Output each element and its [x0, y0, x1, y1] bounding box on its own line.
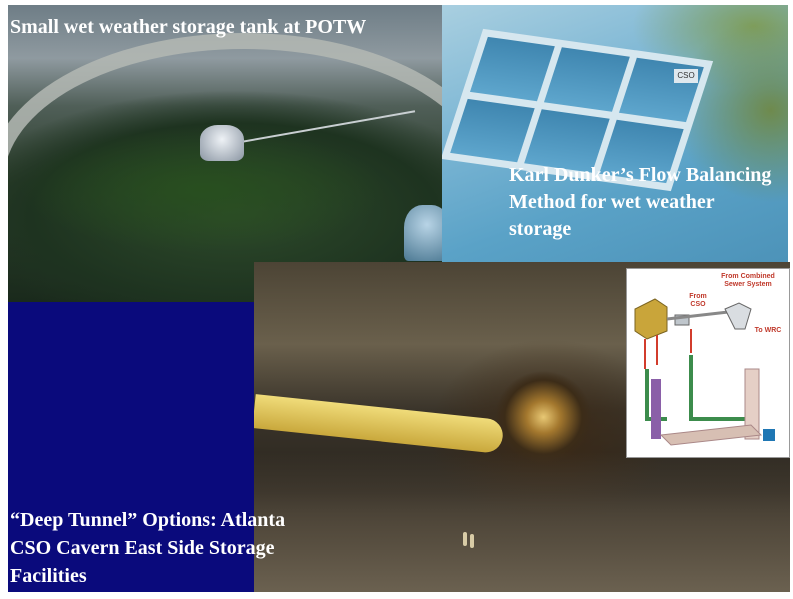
- cell: [470, 36, 556, 101]
- cell: [450, 98, 536, 163]
- blue-text-panel: [8, 302, 254, 592]
- purple-shaft: [651, 379, 661, 439]
- tunnel-segment: [659, 424, 763, 446]
- from-cso-label: From CSO: [689, 293, 707, 308]
- diagram-drawing: [634, 298, 775, 446]
- tunnel-caption: “Deep Tunnel” Options: Atlanta CSO Caver…: [10, 509, 286, 587]
- cso-label: CSO: [674, 69, 698, 83]
- tunnel-photo: [254, 262, 790, 592]
- tank-valve: [404, 205, 442, 261]
- to-wrc-label: To WRC: [754, 327, 782, 334]
- green-pipe: [689, 355, 747, 421]
- storage-tank-photo: Small wet weather storage tank at POTW: [8, 5, 442, 302]
- blue-outlet: [763, 429, 775, 441]
- from-combined-sewer-label: From Combined Sewer System: [721, 273, 775, 288]
- cell: [544, 47, 630, 112]
- connector-pipe: [666, 309, 738, 321]
- drop-shaft-top: [724, 302, 752, 330]
- tunnel-shaft: [744, 368, 760, 440]
- tunnel-floor: [254, 452, 790, 592]
- junction-box: [674, 314, 690, 326]
- cell: [618, 57, 704, 122]
- storage-diagram: From CSO From Combined Sewer System To W…: [626, 268, 790, 458]
- tank-mixer: [200, 125, 244, 161]
- worker-figure: [470, 534, 474, 548]
- flow-balancing-image: CSO Karl Dunker’s Flow Balancing Method …: [442, 5, 788, 268]
- yellow-duct: [254, 394, 505, 455]
- flow-caption: Karl Dunker’s Flow Balancing Method for …: [509, 164, 772, 240]
- worker-figure: [463, 532, 467, 546]
- cso-structure: [634, 298, 668, 340]
- tank-caption: Small wet weather storage tank at POTW: [10, 16, 367, 38]
